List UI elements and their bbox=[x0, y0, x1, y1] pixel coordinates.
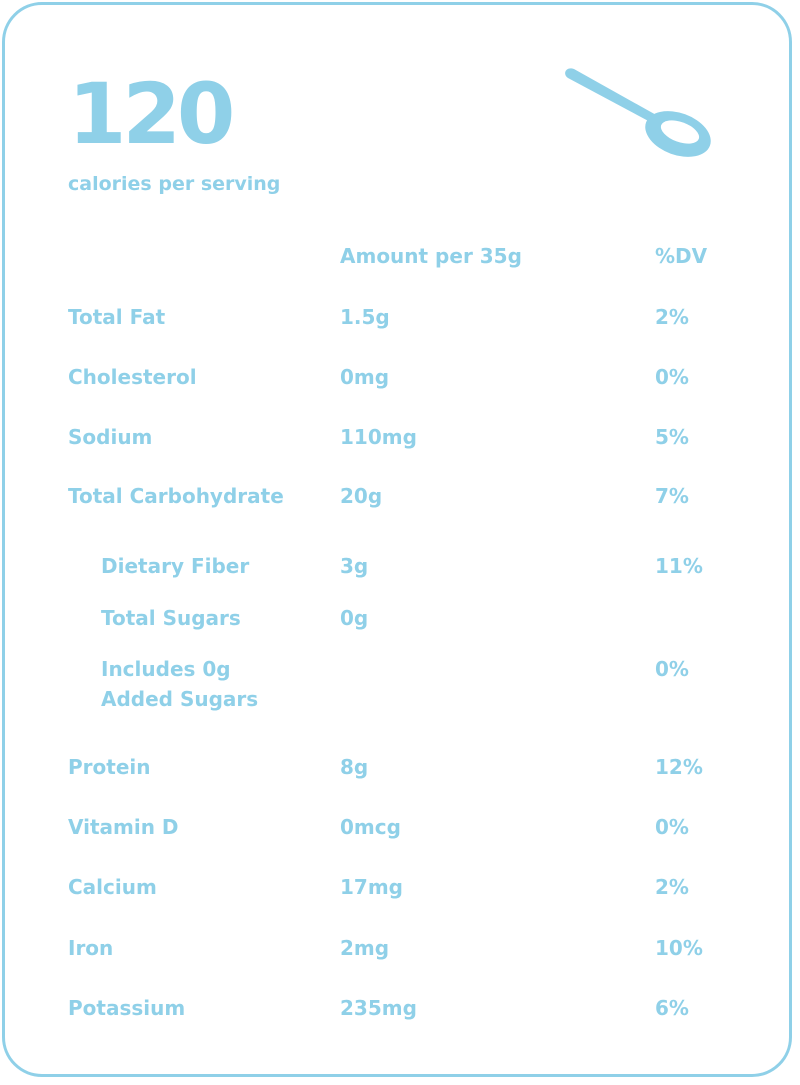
spoon-icon bbox=[565, 68, 711, 157]
nutrient-amount: 17mg bbox=[340, 875, 403, 899]
calories-value: 120 bbox=[68, 65, 235, 163]
nutrient-name: Total Fat bbox=[68, 305, 166, 329]
nutrient-name: Potassium bbox=[68, 996, 186, 1020]
nutrient-amount: 0mg bbox=[340, 365, 390, 389]
nutrient-name: Protein bbox=[68, 755, 151, 779]
nutrient-amount: 8g bbox=[340, 755, 369, 779]
nutrient-dv: 7% bbox=[655, 484, 689, 508]
nutrient-amount: 110mg bbox=[340, 425, 417, 449]
nutrition-card bbox=[2, 2, 792, 1077]
nutrient-dv: 0% bbox=[655, 815, 689, 839]
calories-label: calories per serving bbox=[68, 173, 281, 195]
nutrient-name: Iron bbox=[68, 936, 114, 960]
nutrient-dv: 5% bbox=[655, 425, 689, 449]
nutrient-amount: 0mcg bbox=[340, 815, 401, 839]
nutrient-name: Calcium bbox=[68, 875, 157, 899]
nutrient-dv: 0% bbox=[655, 657, 689, 681]
nutrient-name: Sodium bbox=[68, 425, 153, 449]
nutrient-name: Dietary Fiber bbox=[101, 554, 250, 578]
nutrient-name-line1: Includes 0g bbox=[101, 657, 231, 681]
nutrient-amount: 0g bbox=[340, 606, 369, 630]
nutrient-dv: 10% bbox=[655, 936, 703, 960]
nutrient-amount: 3g bbox=[340, 554, 369, 578]
nutrient-name-line2: Added Sugars bbox=[101, 687, 259, 711]
nutrient-dv: 11% bbox=[655, 554, 703, 578]
nutrient-amount: 235mg bbox=[340, 996, 417, 1020]
dv-header: %DV bbox=[655, 244, 708, 268]
nutrient-name: Vitamin D bbox=[68, 815, 179, 839]
nutrient-dv: 2% bbox=[655, 305, 689, 329]
nutrient-name: Total Carbohydrate bbox=[68, 484, 284, 508]
nutrient-dv: 12% bbox=[655, 755, 703, 779]
nutrient-amount: 20g bbox=[340, 484, 383, 508]
nutrient-amount: 2mg bbox=[340, 936, 390, 960]
nutrient-dv: 2% bbox=[655, 875, 689, 899]
nutrient-dv: 0% bbox=[655, 365, 689, 389]
nutrient-amount: 1.5g bbox=[340, 305, 390, 329]
nutrient-dv: 6% bbox=[655, 996, 689, 1020]
nutrient-name: Cholesterol bbox=[68, 365, 197, 389]
amount-header: Amount per 35g bbox=[340, 244, 522, 268]
nutrient-name: Total Sugars bbox=[101, 606, 241, 630]
